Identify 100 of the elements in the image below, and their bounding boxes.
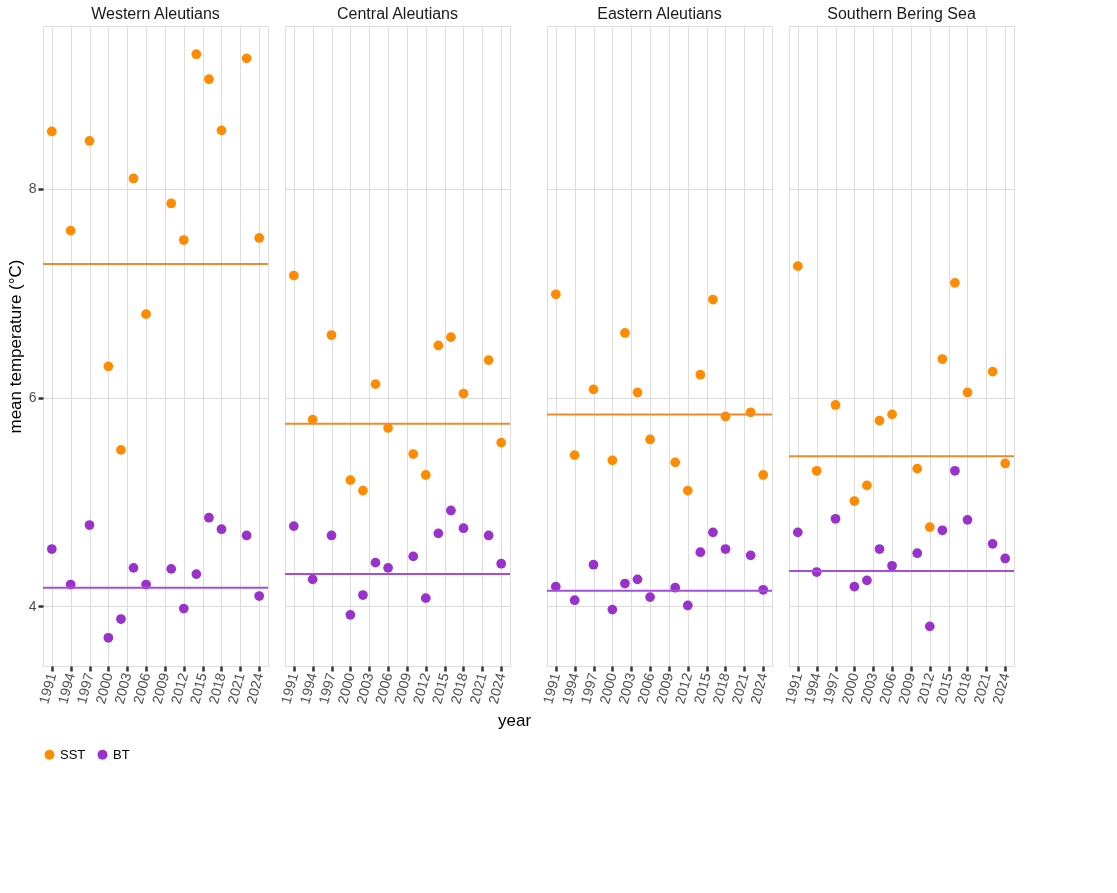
point [987, 538, 998, 549]
point [116, 445, 126, 455]
point [645, 592, 655, 602]
point [607, 604, 618, 615]
chart-title: Eastern Aleutians [597, 5, 722, 22]
point [620, 578, 630, 589]
point [937, 525, 948, 536]
point [645, 434, 655, 445]
point [370, 379, 381, 389]
y-tick-label: 6 [28, 389, 37, 406]
point [987, 366, 998, 377]
point [383, 563, 393, 573]
point [446, 505, 456, 516]
point [924, 522, 935, 533]
point [420, 593, 431, 603]
point [874, 415, 885, 426]
point [569, 595, 580, 606]
point [420, 470, 431, 480]
point [128, 563, 139, 573]
point [849, 496, 860, 506]
point [550, 289, 561, 300]
point [345, 609, 356, 620]
point [830, 513, 841, 524]
point [191, 49, 202, 60]
point [204, 74, 214, 85]
point [962, 514, 973, 525]
point [46, 126, 57, 137]
point [178, 235, 189, 245]
y-tick-label: 8 [28, 180, 37, 197]
point [670, 457, 681, 468]
point [950, 277, 960, 288]
point [84, 135, 95, 146]
point [792, 261, 803, 271]
point [682, 600, 693, 611]
point [758, 470, 769, 480]
point [937, 354, 948, 364]
point [588, 384, 599, 395]
point [204, 512, 214, 523]
chart-title: Western Aleutians [91, 5, 220, 22]
point [830, 400, 841, 410]
point [458, 523, 469, 534]
point [116, 614, 126, 624]
point [166, 198, 177, 209]
point [607, 455, 618, 466]
y-axis-title: mean temperature (°C) [5, 259, 25, 434]
point [912, 463, 923, 474]
point [254, 233, 265, 243]
point [358, 590, 368, 600]
point [241, 530, 252, 541]
point [128, 173, 139, 184]
point [792, 527, 803, 538]
point [695, 369, 706, 380]
point [46, 544, 57, 554]
x-axis-title: year [497, 711, 532, 731]
point [191, 569, 202, 579]
point [216, 524, 227, 535]
point [345, 475, 356, 486]
point [103, 632, 114, 643]
point [483, 530, 494, 541]
point [433, 340, 444, 351]
point [254, 591, 265, 601]
point [307, 574, 318, 585]
point [682, 485, 693, 496]
point [458, 388, 469, 399]
point [849, 581, 860, 592]
point [887, 409, 897, 420]
y-tick-label: 4 [28, 597, 37, 614]
point [962, 387, 973, 398]
point [408, 551, 419, 562]
point [811, 465, 822, 476]
point [620, 328, 630, 338]
point [924, 621, 935, 632]
point [241, 53, 252, 64]
point [496, 558, 507, 569]
point [588, 559, 599, 570]
point [433, 528, 444, 539]
point [912, 548, 923, 559]
point [862, 480, 872, 491]
point [720, 544, 731, 554]
point [874, 544, 885, 554]
point [288, 270, 299, 281]
point [496, 437, 507, 448]
point [103, 361, 114, 372]
point [632, 574, 643, 585]
point [950, 465, 960, 476]
point [862, 575, 872, 586]
point [84, 520, 95, 530]
point [216, 125, 227, 136]
point [408, 449, 419, 459]
point [178, 603, 189, 614]
point [326, 530, 337, 541]
point [288, 521, 299, 531]
point [708, 527, 718, 538]
point [1000, 458, 1011, 469]
point [745, 550, 756, 561]
point [370, 557, 381, 568]
point [326, 330, 337, 340]
point [632, 387, 643, 398]
point [708, 294, 718, 305]
point [65, 225, 76, 236]
